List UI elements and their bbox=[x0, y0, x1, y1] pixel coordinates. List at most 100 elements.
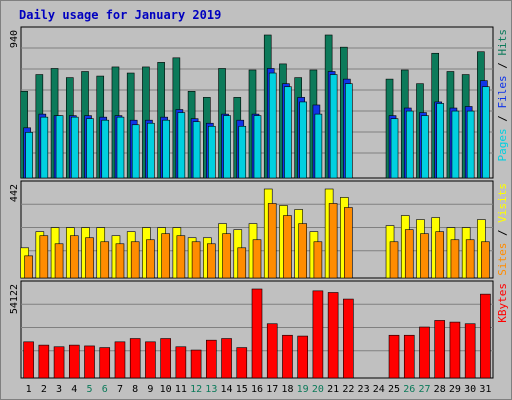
x-tick-label-day-22: 22 bbox=[342, 384, 354, 395]
bar-kbytes-day-29 bbox=[449, 321, 461, 379]
bar-kbytes-day-11 bbox=[175, 346, 187, 379]
x-tick-label-day-4: 4 bbox=[71, 384, 77, 395]
x-tick-label-day-27: 27 bbox=[418, 384, 430, 395]
bar-kbytes-day-22 bbox=[343, 298, 354, 379]
bar-sites-day-17 bbox=[267, 203, 277, 279]
y-max-label-pages-files-hits: 940 bbox=[9, 30, 20, 48]
bar-sites-day-22 bbox=[344, 207, 353, 279]
bar-pages-day-14 bbox=[223, 115, 231, 179]
x-tick-label-day-8: 8 bbox=[132, 384, 138, 395]
x-tick-label-day-26: 26 bbox=[403, 384, 415, 395]
legend-entry-visits: Visits bbox=[496, 183, 509, 223]
bar-kbytes-day-3 bbox=[53, 346, 65, 379]
x-tick-label-day-30: 30 bbox=[464, 384, 476, 395]
x-tick-label-day-2: 2 bbox=[41, 384, 47, 395]
x-tick-label-day-7: 7 bbox=[117, 384, 123, 395]
bar-pages-day-11 bbox=[177, 112, 186, 179]
bar-pages-day-13 bbox=[208, 125, 216, 179]
x-axis-tick-labels: 1 2 3 4 5 6 7 8 9 10 11 12 13 14 15 16 17 18 19 20 21 22 23 24 2… bbox=[26, 384, 492, 395]
x-tick-label-day-13: 13 bbox=[205, 384, 217, 395]
legend-entry-pages: Pages bbox=[496, 128, 509, 161]
x-tick-label-day-31: 31 bbox=[479, 384, 491, 395]
bar-pages-day-22 bbox=[345, 83, 353, 179]
bar-kbytes-day-21 bbox=[327, 292, 339, 379]
legend-entry-sites: Sites bbox=[496, 243, 509, 276]
x-tick-label-day-24: 24 bbox=[373, 384, 385, 395]
x-tick-label-day-28: 28 bbox=[434, 384, 446, 395]
bar-pages-day-25 bbox=[390, 118, 399, 179]
x-tick-label-day-3: 3 bbox=[56, 384, 62, 395]
bar-kbytes-day-4 bbox=[68, 344, 80, 379]
bar-sites-day-12 bbox=[191, 241, 201, 279]
bar-sites-day-19 bbox=[298, 223, 307, 279]
x-tick-label-day-16: 16 bbox=[251, 384, 263, 395]
bar-sites-day-31 bbox=[481, 241, 490, 279]
bar-sites-day-16 bbox=[252, 239, 262, 279]
bar-sites-day-28 bbox=[435, 231, 445, 279]
legend-sites-visits: Sites / Visits bbox=[496, 183, 509, 276]
bar-kbytes-day-8 bbox=[129, 338, 141, 379]
x-tick-label-day-10: 10 bbox=[160, 384, 172, 395]
bar-sites-day-5 bbox=[85, 237, 94, 279]
bar-sites-day-4 bbox=[69, 235, 79, 279]
x-tick-label-day-5: 5 bbox=[87, 384, 93, 395]
bar-kbytes-day-10 bbox=[160, 338, 171, 379]
bar-sites-day-11 bbox=[176, 235, 186, 279]
bar-sites-day-9 bbox=[146, 239, 155, 279]
bar-kbytes-day-9 bbox=[145, 341, 156, 379]
legend-entry-hits: Hits bbox=[496, 29, 509, 56]
bar-kbytes-day-7 bbox=[114, 341, 126, 379]
bar-sites-day-10 bbox=[161, 233, 170, 279]
bar-sites-day-8 bbox=[130, 241, 140, 279]
x-tick-label-day-12: 12 bbox=[190, 384, 202, 395]
bar-pages-day-28 bbox=[436, 103, 445, 179]
bar-kbytes-day-17 bbox=[266, 323, 278, 379]
chart-panels: 940 442 54122 bbox=[9, 26, 494, 379]
bar-sites-day-20 bbox=[313, 241, 323, 279]
legend-separator: / bbox=[496, 56, 509, 76]
bar-kbytes-day-19 bbox=[297, 335, 308, 379]
panel-kbytes: 54122 bbox=[9, 280, 494, 379]
bar-kbytes-day-14 bbox=[221, 338, 232, 379]
bar-pages-day-16 bbox=[253, 115, 262, 179]
bar-pages-day-30 bbox=[466, 110, 475, 179]
panel-sites-visits: 442 bbox=[9, 180, 494, 279]
bar-pages-day-1 bbox=[25, 132, 33, 179]
x-tick-label-day-20: 20 bbox=[312, 384, 324, 395]
bar-sites-day-14 bbox=[222, 233, 231, 279]
legend-text-kbytes: KBytes bbox=[496, 283, 509, 323]
bar-pages-day-27 bbox=[421, 115, 429, 179]
bar-kbytes-day-13 bbox=[206, 339, 217, 379]
bar-pages-day-8 bbox=[131, 124, 140, 179]
bars-kbytes bbox=[23, 288, 491, 379]
bar-sites-day-7 bbox=[115, 243, 125, 279]
x-tick-label-day-15: 15 bbox=[236, 384, 248, 395]
bars-pages-files-hits bbox=[20, 34, 490, 179]
bar-pages-day-21 bbox=[329, 74, 338, 179]
bar-kbytes-day-20 bbox=[312, 290, 324, 379]
x-tick-label-day-18: 18 bbox=[281, 384, 293, 395]
bar-sites-day-6 bbox=[100, 241, 110, 279]
bar-kbytes-day-5 bbox=[84, 345, 95, 379]
bar-sites-day-2 bbox=[39, 235, 49, 279]
bar-kbytes-day-31 bbox=[480, 293, 491, 379]
bar-sites-day-26 bbox=[404, 229, 414, 279]
bar-sites-day-1 bbox=[24, 255, 33, 279]
bar-kbytes-day-12 bbox=[190, 349, 202, 379]
bar-pages-day-18 bbox=[284, 86, 292, 179]
x-tick-label-day-21: 21 bbox=[327, 384, 339, 395]
bar-pages-day-20 bbox=[314, 113, 323, 179]
bar-sites-day-18 bbox=[283, 215, 292, 279]
bar-pages-day-6 bbox=[101, 119, 110, 179]
bar-kbytes-day-2 bbox=[38, 344, 50, 379]
bar-kbytes-day-16 bbox=[251, 288, 263, 379]
bar-pages-day-17 bbox=[268, 72, 277, 179]
x-tick-label-day-23: 23 bbox=[358, 384, 370, 395]
legend-entry-files: Files bbox=[496, 75, 509, 108]
y-max-label-kbytes: 54122 bbox=[9, 284, 20, 314]
panel-pages-files-hits: 940 bbox=[9, 26, 494, 179]
legend-separator: / bbox=[496, 109, 509, 129]
legend-separator: / bbox=[496, 223, 509, 243]
bar-pages-day-10 bbox=[162, 119, 170, 179]
